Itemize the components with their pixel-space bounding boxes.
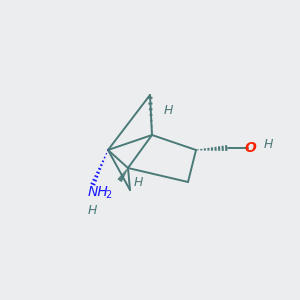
Text: O: O <box>244 141 256 155</box>
Text: H: H <box>163 103 173 116</box>
Text: H: H <box>263 137 273 151</box>
Text: H: H <box>88 203 98 217</box>
Text: NH: NH <box>88 185 109 199</box>
Text: H: H <box>133 176 143 190</box>
Text: 2: 2 <box>105 190 111 200</box>
